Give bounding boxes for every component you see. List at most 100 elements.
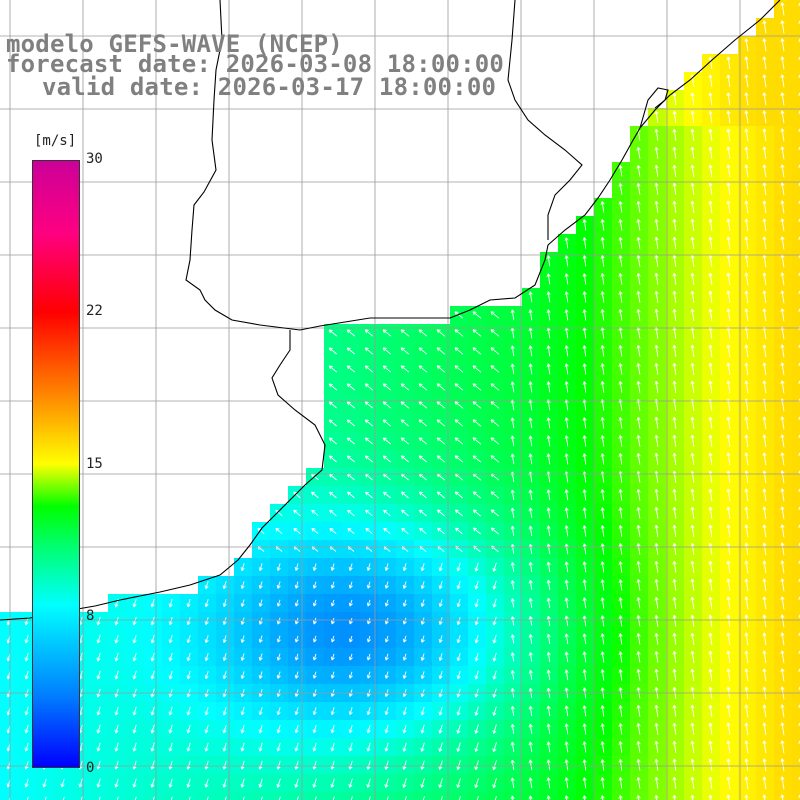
wind-arrow: [276, 617, 281, 625]
wind-arrow: [438, 617, 443, 625]
wind-speed-cell: [792, 252, 800, 271]
wind-arrow: [708, 668, 713, 682]
wind-arrow: [348, 671, 353, 679]
wind-speed-cell: [594, 792, 613, 800]
wind-arrow: [438, 599, 443, 607]
wind-arrow: [690, 110, 695, 124]
wind-arrow: [654, 488, 659, 501]
wind-arrow: [366, 635, 371, 643]
wind-arrow: [546, 705, 551, 717]
wind-arrow: [726, 74, 731, 88]
wind-arrow: [402, 581, 407, 589]
wind-arrow: [744, 344, 749, 358]
wind-arrow: [472, 455, 482, 463]
wind-arrow: [222, 671, 227, 680]
wind-arrow: [690, 452, 695, 465]
wind-arrow: [472, 383, 482, 391]
wind-arrow: [348, 724, 353, 734]
wind-arrow: [636, 561, 641, 573]
forecast-date-label: forecast date: 2026-03-08 18:00:00: [6, 50, 505, 78]
wind-arrow: [672, 794, 677, 800]
wind-arrow: [744, 380, 749, 394]
wind-arrow: [456, 742, 461, 752]
wind-arrow: [454, 311, 464, 319]
wind-arrow: [636, 489, 641, 501]
wind-arrow: [780, 380, 785, 394]
wind-arrow: [546, 489, 551, 501]
wind-arrow: [80, 796, 83, 800]
wind-arrow: [654, 758, 659, 771]
wind-arrow: [564, 237, 569, 249]
wind-arrow: [762, 488, 767, 502]
wind-arrow: [418, 455, 428, 463]
wind-arrow: [564, 417, 569, 429]
wind-arrow: [744, 200, 749, 214]
wind-speed-cell: [792, 270, 800, 289]
wind-speed-cell: [288, 792, 307, 800]
wind-arrow: [762, 614, 767, 628]
wind-speed-cell: [792, 702, 800, 721]
wind-arrow: [296, 796, 299, 800]
wind-arrow: [510, 363, 515, 375]
wind-arrow: [564, 651, 569, 663]
wind-arrow: [726, 182, 731, 196]
wind-arrow: [472, 509, 481, 517]
wind-speed-cell: [504, 792, 523, 800]
wind-arrow: [312, 671, 317, 679]
wind-arrow: [708, 362, 713, 376]
wind-arrow: [618, 219, 623, 231]
wind-arrow: [726, 794, 731, 800]
wind-arrow: [744, 668, 749, 682]
wind-speed-cell: [792, 90, 800, 109]
wind-arrow: [654, 704, 659, 717]
wind-speed-cell: [468, 792, 487, 800]
wind-arrow: [654, 561, 659, 573]
wind-arrow: [330, 742, 335, 752]
wind-arrow: [762, 236, 767, 250]
wind-arrow: [708, 380, 713, 394]
wind-arrow: [672, 596, 677, 609]
wind-arrow: [618, 165, 623, 177]
wind-arrow: [436, 347, 446, 355]
wind-arrow: [492, 598, 497, 608]
wind-arrow: [454, 419, 464, 427]
wind-speed-cell: [324, 792, 343, 800]
wind-arrow: [330, 635, 335, 643]
wind-arrow: [222, 653, 227, 662]
wind-speed-cell: [792, 612, 800, 631]
wind-arrow: [690, 560, 695, 573]
wind-arrow: [258, 599, 263, 607]
wind-arrow: [346, 347, 356, 355]
wind-arrow: [454, 491, 464, 499]
wind-arrow: [564, 615, 569, 627]
wind-arrow: [490, 311, 500, 319]
wind-arrow: [204, 778, 209, 788]
wind-arrow: [600, 597, 605, 609]
wind-arrow: [582, 633, 587, 645]
wind-arrow: [780, 722, 785, 736]
wind-arrow: [346, 365, 356, 373]
wind-arrow: [780, 218, 785, 232]
wind-arrow: [384, 617, 389, 625]
wind-arrow: [382, 437, 392, 445]
wind-arrow: [330, 671, 335, 679]
wind-arrow: [168, 706, 173, 716]
wind-arrow: [762, 128, 767, 142]
wind-arrow: [726, 452, 731, 466]
wind-arrow: [726, 776, 731, 790]
wind-arrow: [294, 599, 299, 607]
wind-arrow: [618, 759, 623, 771]
wind-arrow: [582, 723, 587, 735]
wind-arrow: [636, 759, 641, 771]
wind-arrow: [490, 401, 500, 409]
wind-arrow: [780, 308, 785, 322]
wind-arrow: [672, 650, 677, 663]
wind-speed-cell: [522, 792, 541, 800]
wind-arrow: [348, 563, 353, 571]
wind-arrow: [618, 489, 623, 501]
wind-speed-cell: [36, 792, 55, 800]
wind-arrow: [546, 417, 551, 429]
wind-arrow: [564, 489, 569, 501]
wind-arrow: [114, 616, 119, 626]
wind-arrow: [490, 329, 500, 337]
